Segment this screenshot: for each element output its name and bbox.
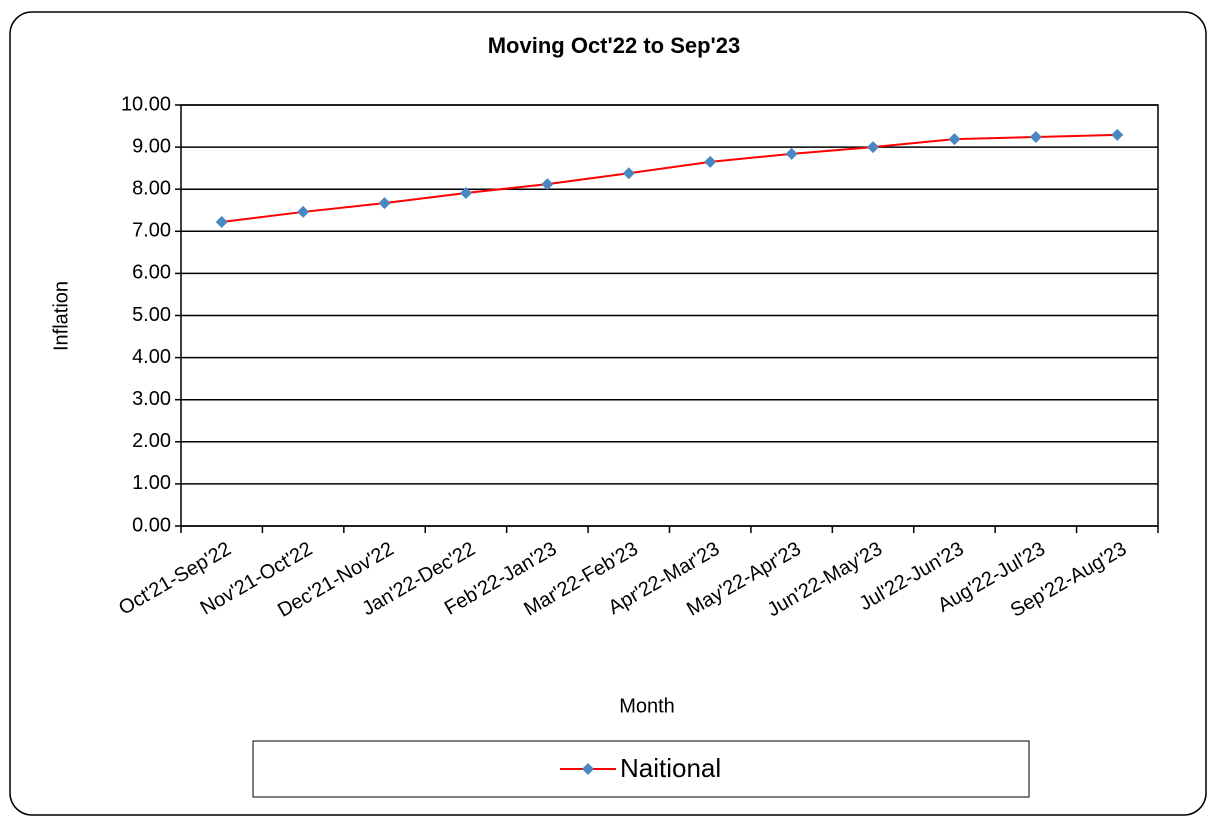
data-point (541, 178, 554, 191)
data-point (948, 133, 961, 146)
y-tick-label: 7.00 (132, 220, 171, 242)
data-point (378, 197, 391, 210)
y-tick-label: 9.00 (132, 135, 171, 157)
y-tick-label: 0.00 (132, 514, 171, 536)
legend-box (252, 740, 1030, 798)
data-point (1111, 128, 1124, 141)
data-point (459, 186, 472, 199)
legend-label: Naitional (620, 753, 721, 783)
data-point (622, 167, 635, 180)
y-tick-label: 1.00 (132, 472, 171, 494)
chart-title: Moving Oct'22 to Sep'23 (488, 33, 741, 58)
y-tick-label: 6.00 (132, 262, 171, 284)
y-tick-label: 2.00 (132, 430, 171, 452)
y-tick-label: 4.00 (132, 346, 171, 368)
y-axis-label: Inflation (50, 281, 72, 351)
y-tick-label: 3.00 (132, 388, 171, 410)
data-point (867, 141, 880, 154)
legend-marker (582, 763, 594, 775)
data-point (297, 205, 310, 218)
y-tick-label: 10.00 (121, 93, 171, 115)
data-point (785, 147, 798, 160)
data-point (704, 155, 717, 168)
series-line (221, 133, 1118, 224)
x-axis-label: Month (619, 695, 675, 717)
y-tick-label: 8.00 (132, 177, 171, 199)
data-point (215, 216, 228, 229)
chart-frame (9, 11, 1207, 816)
data-point (1029, 130, 1042, 143)
y-tick-label: 5.00 (132, 304, 171, 326)
